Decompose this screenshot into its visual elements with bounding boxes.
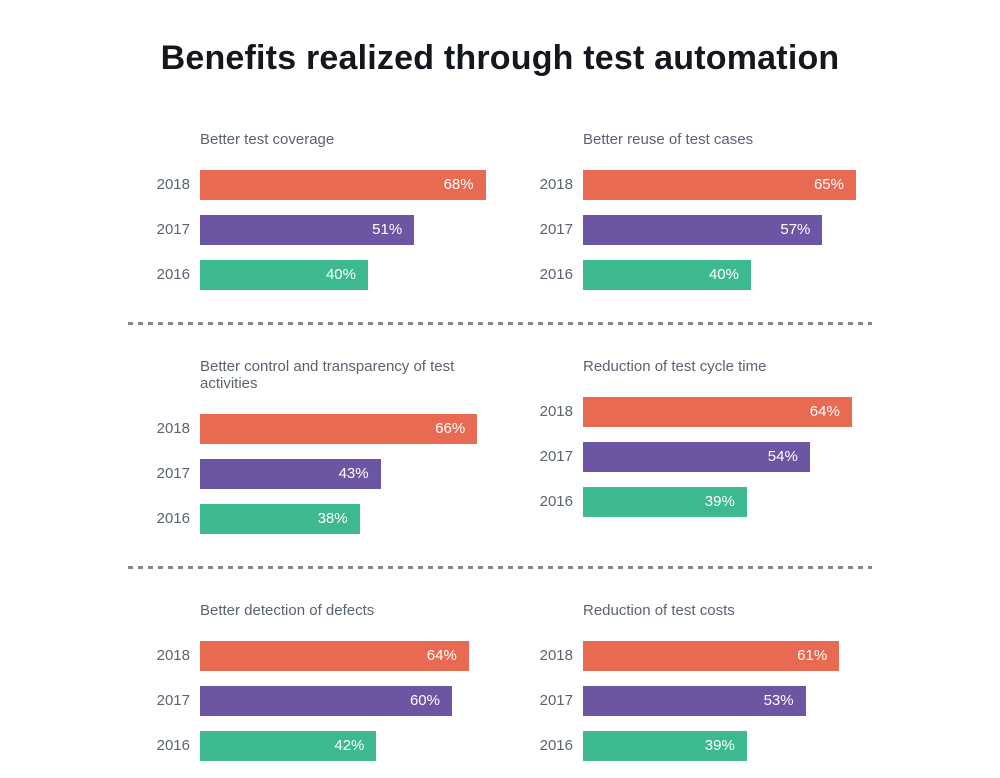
bar: 65% xyxy=(583,169,856,200)
bar-row: 2017 43% xyxy=(128,458,500,489)
bar: 43% xyxy=(200,458,381,489)
dashed-divider xyxy=(128,565,872,569)
year-label: 2017 xyxy=(156,221,190,239)
bar-value-label: 64% xyxy=(426,647,457,665)
bar-value-label: 38% xyxy=(317,510,348,528)
bar-row: 2017 57% xyxy=(511,214,872,245)
bar-row: 2017 53% xyxy=(511,685,872,716)
bar-row: 2018 66% xyxy=(128,413,500,444)
bar-value-label: 66% xyxy=(435,420,466,438)
bar-value-label: 42% xyxy=(334,737,365,755)
year-label: 2016 xyxy=(156,510,190,528)
bar: 64% xyxy=(200,640,469,671)
year-label: 2017 xyxy=(539,448,573,466)
bar: 53% xyxy=(583,685,806,716)
bar-value-label: 68% xyxy=(443,176,474,194)
bar-row: 2016 40% xyxy=(128,259,500,290)
bar-row: 2017 54% xyxy=(511,441,872,472)
year-label: 2017 xyxy=(539,692,573,710)
year-label: 2016 xyxy=(539,266,573,284)
bar-value-label: 65% xyxy=(813,176,844,194)
year-label: 2018 xyxy=(539,647,573,665)
year-label: 2018 xyxy=(156,647,190,665)
bar-row: 2018 61% xyxy=(511,640,872,671)
chart-title: Reduction of test cycle time xyxy=(583,357,767,375)
year-label: 2016 xyxy=(156,266,190,284)
bar-chart: Better control and transparency of test … xyxy=(128,358,500,534)
bar: 68% xyxy=(200,169,486,200)
chart-title: Better detection of defects xyxy=(200,601,375,619)
year-label: 2018 xyxy=(156,420,190,438)
year-label: 2017 xyxy=(539,221,573,239)
bar-row: 2016 38% xyxy=(128,503,500,534)
bar-chart: Reduction of test costs 2018 61% 2017 53… xyxy=(500,602,872,761)
chart-title: Reduction of test costs xyxy=(583,601,735,619)
bar-value-label: 64% xyxy=(809,403,840,421)
bar-chart: Reduction of test cycle time 2018 64% 20… xyxy=(500,358,872,534)
bar: 40% xyxy=(200,259,368,290)
bar-row: 2017 51% xyxy=(128,214,500,245)
dashed-divider xyxy=(128,321,872,325)
bar-value-label: 40% xyxy=(325,266,356,284)
bar: 38% xyxy=(200,503,360,534)
bar: 60% xyxy=(200,685,452,716)
bar: 54% xyxy=(583,441,810,472)
bar-value-label: 61% xyxy=(797,647,828,665)
bar-chart: Better reuse of test cases 2018 65% 2017… xyxy=(500,131,872,290)
year-label: 2018 xyxy=(539,403,573,421)
chart-title: Better control and transparency of test … xyxy=(200,357,455,392)
bar: 64% xyxy=(583,396,852,427)
bar-value-label: 51% xyxy=(372,221,403,239)
bar-row: 2018 64% xyxy=(511,396,872,427)
chart-title: Better test coverage xyxy=(200,130,335,148)
year-label: 2017 xyxy=(156,692,190,710)
bar-row: 2016 39% xyxy=(511,730,872,761)
bar: 57% xyxy=(583,214,823,245)
bar: 51% xyxy=(200,214,415,245)
chart-title: Better reuse of test cases xyxy=(583,130,754,148)
bar-row: 2018 64% xyxy=(128,640,500,671)
year-label: 2018 xyxy=(156,176,190,194)
charts-grid: Better test coverage 2018 68% 2017 51% 2… xyxy=(128,131,872,761)
bar-value-label: 43% xyxy=(338,465,369,483)
year-label: 2018 xyxy=(539,176,573,194)
bar-row: 2018 68% xyxy=(128,169,500,200)
year-label: 2017 xyxy=(156,465,190,483)
year-label: 2016 xyxy=(539,737,573,755)
bar-value-label: 57% xyxy=(780,221,811,239)
bar-chart: Better test coverage 2018 68% 2017 51% 2… xyxy=(128,131,500,290)
bar: 39% xyxy=(583,730,747,761)
bar: 61% xyxy=(583,640,840,671)
bar: 42% xyxy=(200,730,377,761)
bar-value-label: 39% xyxy=(704,493,735,511)
bar: 39% xyxy=(583,486,747,517)
year-label: 2016 xyxy=(156,737,190,755)
bar-row: 2016 39% xyxy=(511,486,872,517)
page: Benefits realized through test automatio… xyxy=(128,39,872,761)
bar: 40% xyxy=(583,259,751,290)
bar-row: 2017 60% xyxy=(128,685,500,716)
bar-chart: Better detection of defects 2018 64% 201… xyxy=(128,602,500,761)
bar-value-label: 54% xyxy=(767,448,798,466)
bar-value-label: 40% xyxy=(708,266,739,284)
bar-value-label: 60% xyxy=(409,692,440,710)
bar: 66% xyxy=(200,413,478,444)
year-label: 2016 xyxy=(539,493,573,511)
bar-row: 2018 65% xyxy=(511,169,872,200)
bar-value-label: 53% xyxy=(763,692,794,710)
bar-value-label: 39% xyxy=(704,737,735,755)
bar-row: 2016 40% xyxy=(511,259,872,290)
page-title: Benefits realized through test automatio… xyxy=(160,39,840,77)
bar-row: 2016 42% xyxy=(128,730,500,761)
